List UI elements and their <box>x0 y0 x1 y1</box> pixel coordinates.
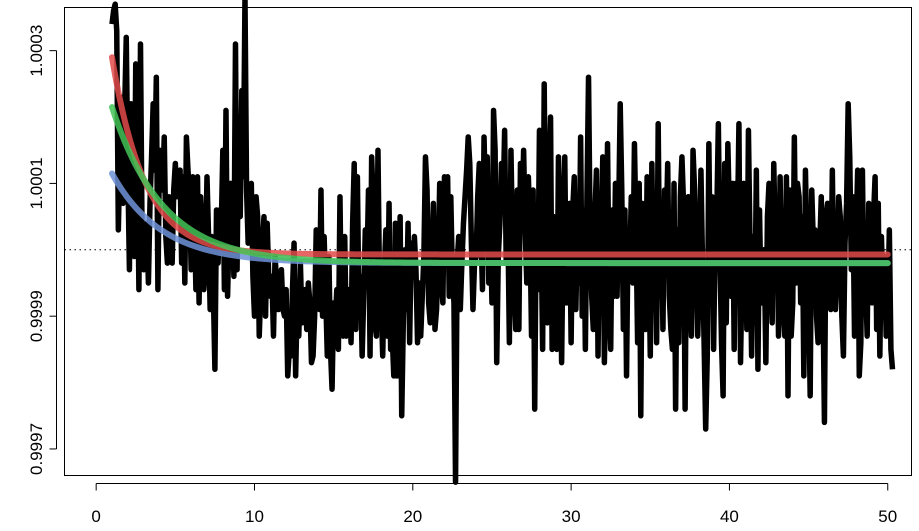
y-tick-label: 1.0003 <box>27 25 46 77</box>
y-tick-label: 0.9997 <box>27 423 46 475</box>
plot-frame <box>64 7 912 476</box>
y-tick-label: 1.0001 <box>27 157 46 209</box>
x-tick-label: 0 <box>91 507 100 526</box>
y-axis: 0.9997 0.9999 1.0001 1.0003 <box>27 25 57 475</box>
series-line-data <box>109 0 896 485</box>
x-axis: 0 10 20 30 40 50 <box>91 483 897 526</box>
x-tick-label: 10 <box>245 507 264 526</box>
x-tick-label: 50 <box>878 507 897 526</box>
x-tick-label: 40 <box>720 507 739 526</box>
x-tick-label: 20 <box>403 507 422 526</box>
y-tick-label: 0.9999 <box>27 290 46 342</box>
series-line-fit-3 <box>109 104 891 267</box>
x-tick-label: 30 <box>562 507 581 526</box>
